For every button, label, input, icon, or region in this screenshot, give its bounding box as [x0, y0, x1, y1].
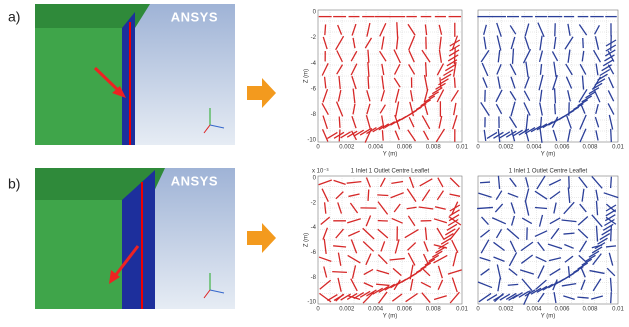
panel-label: b) — [8, 176, 20, 192]
x-tick-label: 0.006 — [554, 307, 570, 313]
ansys-logo: ANSYS — [171, 173, 218, 188]
vector — [397, 22, 398, 37]
x-tick-label: 0.008 — [582, 145, 598, 151]
x-tick-label: 0.006 — [397, 307, 413, 313]
vector — [611, 177, 612, 188]
ansys-view-a — [35, 4, 235, 145]
x-tick-label: 0.006 — [397, 145, 413, 151]
x-tick-label: 0.008 — [582, 307, 598, 313]
x-tick-label: 0 — [476, 307, 480, 313]
x-tick-label: 0.002 — [498, 307, 514, 313]
plot-title: 1 Inlet 1 Outlet Centre Leaflet — [509, 169, 588, 175]
x-tick-label: 0.01 — [456, 145, 468, 151]
vector — [611, 129, 612, 142]
vector — [611, 292, 612, 303]
y-tick-label: -4 — [311, 225, 317, 231]
y-tick-label: -6 — [311, 250, 317, 256]
arrow — [247, 78, 276, 108]
x-tick-label: 0.004 — [526, 307, 542, 313]
x-tick-label: 0.008 — [426, 307, 442, 313]
x-tick-label: 0.008 — [426, 145, 442, 151]
ansys-logo: ANSYS — [171, 9, 218, 24]
x-axis-label: Y (m) — [541, 152, 556, 158]
x-tick-label: 0.004 — [526, 145, 542, 151]
x-axis-label: Y (m) — [383, 314, 398, 320]
vector — [368, 76, 369, 89]
axis-scale: x 10⁻³ — [312, 169, 329, 175]
y-tick-label: -4 — [311, 61, 317, 67]
vector — [325, 24, 326, 35]
vector — [555, 104, 556, 114]
vector — [611, 226, 612, 241]
vector — [508, 284, 518, 285]
vector — [382, 130, 383, 141]
ansys-view-b — [35, 168, 235, 309]
y-tick-label: -2 — [311, 200, 317, 206]
y-tick-label: -10 — [307, 138, 316, 144]
y-tick-label: -10 — [307, 300, 316, 306]
arrow — [247, 223, 276, 253]
vector — [377, 195, 388, 196]
x-axis-label: Y (m) — [541, 314, 556, 320]
x-tick-label: 0.004 — [368, 145, 384, 151]
y-tick-label: -8 — [311, 275, 317, 281]
vector — [332, 272, 347, 273]
y-axis-label: Z (m) — [304, 69, 310, 83]
x-tick-label: 0.002 — [498, 145, 514, 151]
x-tick-label: 0.01 — [612, 307, 624, 313]
x-tick-label: 0.002 — [339, 145, 355, 151]
vector — [555, 88, 556, 103]
x-axis-label: Y (m) — [383, 152, 398, 158]
x-tick-label: 0.002 — [339, 307, 355, 313]
plot-title: 1 Inlet 1 Outlet Centre Leaflet — [351, 169, 430, 175]
y-tick-label: 0 — [313, 176, 317, 182]
y-tick-label: -6 — [311, 86, 317, 92]
vector — [426, 62, 427, 76]
x-tick-label: 0.004 — [368, 307, 384, 313]
vector — [339, 117, 340, 128]
figure-svg: a) ANSYS 0 0.002 0.004 0.006 0.008 0.01 Y (m) 0 -2… — [0, 0, 629, 327]
x-tick-label: 0.01 — [456, 307, 468, 313]
x-tick-label: 0.006 — [554, 145, 570, 151]
x-tick-label: 0 — [316, 145, 320, 151]
y-axis-label: Z (m) — [304, 233, 310, 247]
vector — [368, 189, 369, 200]
y-tick-label: 0 — [313, 10, 317, 16]
x-tick-label: 0.01 — [612, 145, 624, 151]
x-tick-label: 0 — [316, 307, 320, 313]
panel-label: a) — [8, 9, 20, 25]
vector — [563, 233, 574, 234]
y-tick-label: -8 — [311, 112, 317, 118]
figure: a) ANSYS 0 0.002 0.004 0.006 0.008 0.01 Y (m) 0 -2… — [0, 0, 629, 327]
vector — [480, 182, 490, 183]
x-tick-label: 0 — [476, 145, 480, 151]
vector — [454, 77, 455, 87]
y-tick-label: -2 — [311, 35, 317, 41]
